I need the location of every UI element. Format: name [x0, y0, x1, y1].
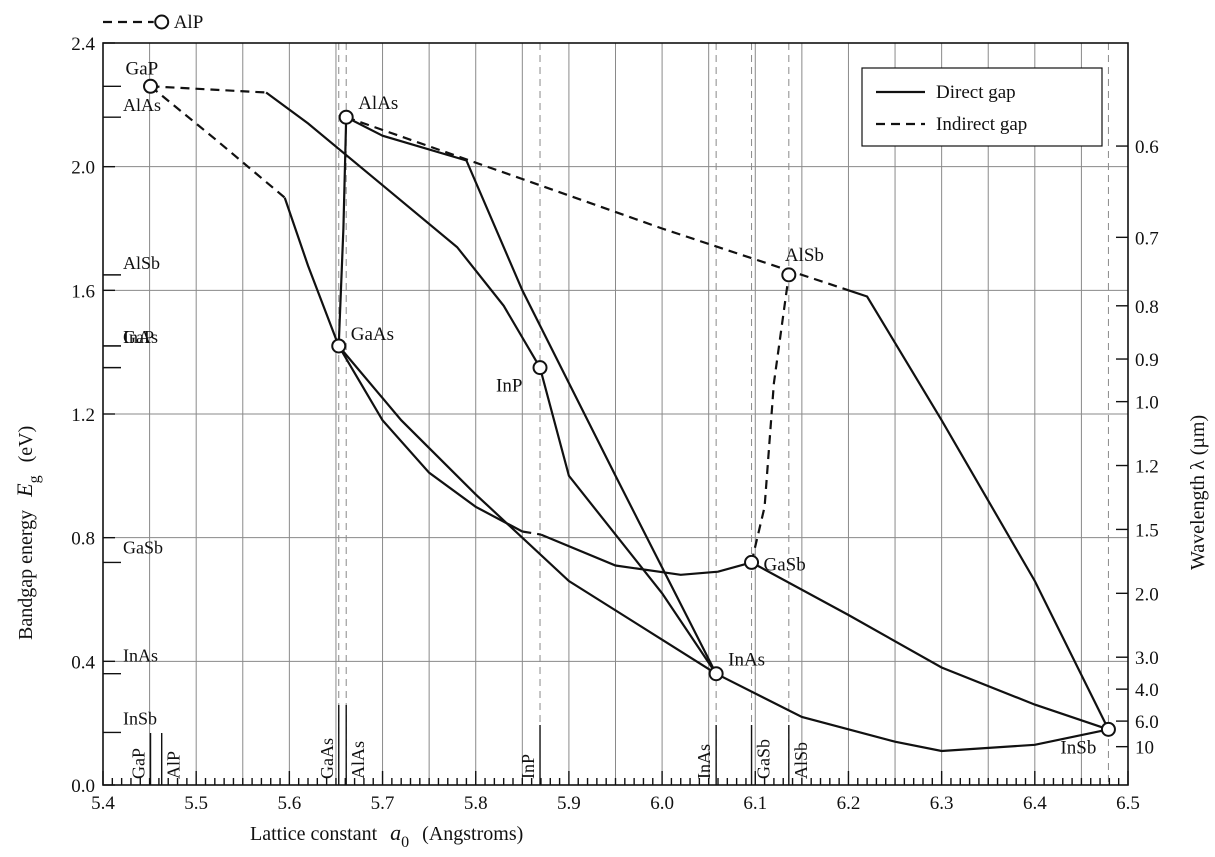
wavelength-tick-label: 0.6 [1135, 137, 1159, 158]
point-gasb [744, 554, 760, 570]
y-axis-title: Bandgap energy Eg (eV) [12, 426, 44, 640]
curves [149, 85, 1110, 753]
bottom-mark-label-inp: InP [518, 754, 538, 779]
point-label-insb: InSb [1060, 737, 1096, 758]
compound-points: AlP GaP AlAs AlSb GaAs InP GaSb InAs InSb [103, 12, 1116, 758]
point-alas [338, 109, 354, 125]
curve-solid-10 [540, 533, 752, 576]
left-mark-label-alsb: AlSb [123, 253, 160, 273]
left-mark-label-insb: InSb [123, 708, 157, 728]
left-mark-label-inas: InAs [123, 646, 158, 666]
y-tick-label: 2.0 [71, 158, 95, 179]
legend-box [861, 67, 1103, 147]
curve-dashed-2 [149, 85, 286, 199]
wavelength-tick-label: 4.0 [1135, 680, 1159, 701]
left-mark-label-gasb: GaSb [123, 537, 163, 557]
point-inp [532, 360, 548, 376]
curve-solid-7 [337, 345, 717, 675]
grid [103, 43, 1128, 785]
point-label-gap: GaP [126, 58, 159, 79]
axis-ticks: 5.4 5.5 5.6 5.7 5.8 5.9 6.0 6.1 6.2 6.3 6.4 6.5 0.0 0… [71, 34, 1159, 814]
legend-direct-label: Direct gap [936, 82, 1016, 103]
curve-solid-8 [337, 345, 523, 533]
curve-dashed-15 [750, 274, 790, 563]
y-tick-label: 1.6 [71, 281, 95, 302]
wavelength-tick-label: 6.0 [1135, 712, 1159, 733]
wavelength-tick-label: 3.0 [1135, 648, 1159, 669]
point-inas [708, 666, 724, 682]
point-insb [1100, 721, 1116, 737]
point-label-alp: AlP [174, 12, 204, 33]
curve-solid-14 [750, 561, 1109, 731]
x-tick-label: 6.4 [1023, 793, 1047, 814]
point-label-inp: InP [496, 376, 522, 397]
y-tick-label: 1.2 [71, 405, 95, 426]
x-tick-label: 6.2 [837, 793, 861, 814]
x-tick-label: 5.7 [371, 793, 395, 814]
bottom-mark-label-alsb: AlSb [791, 742, 811, 779]
point-alsb [781, 267, 797, 283]
x-axis-title: Lattice constant a0 (Angstroms) [250, 820, 523, 852]
point-gap [143, 78, 159, 94]
wavelength-tick-label: 1.0 [1135, 393, 1159, 414]
curve-solid-3 [283, 197, 340, 347]
left-mark-label-gap: GaP [123, 327, 154, 347]
bottom-mark-label-alp: AlP [164, 751, 184, 779]
x-tick-label: 6.1 [743, 793, 767, 814]
curve-dashed-5 [345, 116, 849, 292]
curve-dashed-0 [150, 85, 267, 94]
bottom-mark-label-gasb: GaSb [754, 739, 774, 779]
x-tick-label: 5.9 [557, 793, 581, 814]
curve-solid-4 [337, 117, 348, 347]
y-tick-label: 0.0 [71, 776, 95, 797]
wavelength-tick-label: 0.9 [1135, 350, 1159, 371]
wavelength-tick-label: 1.2 [1135, 457, 1159, 478]
legend: Direct gap Indirect gap [861, 67, 1103, 147]
wavelength-tick-label: 1.5 [1135, 520, 1159, 541]
wavelength-tick-label: 2.0 [1135, 584, 1159, 605]
legend-indirect-label: Indirect gap [936, 114, 1027, 135]
curve-solid-1 [265, 91, 541, 369]
curve-solid-11 [345, 116, 718, 675]
y-tick-label: 0.4 [71, 652, 95, 673]
wavelength-tick-label: 0.7 [1135, 228, 1159, 249]
bottom-mark-label-gaas: GaAs [317, 738, 337, 779]
curve-solid-13 [715, 672, 1109, 753]
left-mark-label-alas: AlAs [123, 95, 161, 115]
x-tick-label: 5.8 [464, 793, 488, 814]
x-tick-label: 6.5 [1116, 793, 1140, 814]
bottom-mark-label-alas: AlAs [348, 741, 368, 779]
y2-axis-title: Wavelength λ (µm) [1187, 415, 1209, 570]
x-tick-label: 5.5 [184, 793, 208, 814]
x-tick-label: 5.4 [91, 793, 115, 814]
point-label-gasb: GaSb [764, 554, 806, 575]
bottom-mark-label-gap: GaP [129, 748, 149, 779]
point-gaas [331, 338, 347, 354]
x-tick-label: 6.0 [650, 793, 674, 814]
x-tick-label: 6.3 [930, 793, 954, 814]
point-alp [154, 14, 170, 30]
point-label-inas: InAs [728, 650, 765, 671]
wavelength-tick-label: 0.8 [1135, 297, 1159, 318]
y-tick-label: 0.8 [71, 529, 95, 550]
curve-solid-6 [848, 289, 1110, 730]
point-label-alas: AlAs [358, 93, 398, 114]
x-tick-label: 5.6 [277, 793, 301, 814]
left-mark-label-inas: InAs [123, 327, 158, 347]
bottom-mark-label-inas: InAs [694, 744, 714, 779]
curve-dashed-9 [522, 530, 542, 536]
point-label-alsb: AlSb [785, 245, 824, 266]
point-label-gaas: GaAs [351, 324, 394, 345]
curve-solid-12 [538, 367, 718, 675]
wavelength-tick-label: 10 [1135, 738, 1154, 759]
y-tick-label: 2.4 [71, 34, 95, 55]
reference-lines [338, 43, 1109, 785]
